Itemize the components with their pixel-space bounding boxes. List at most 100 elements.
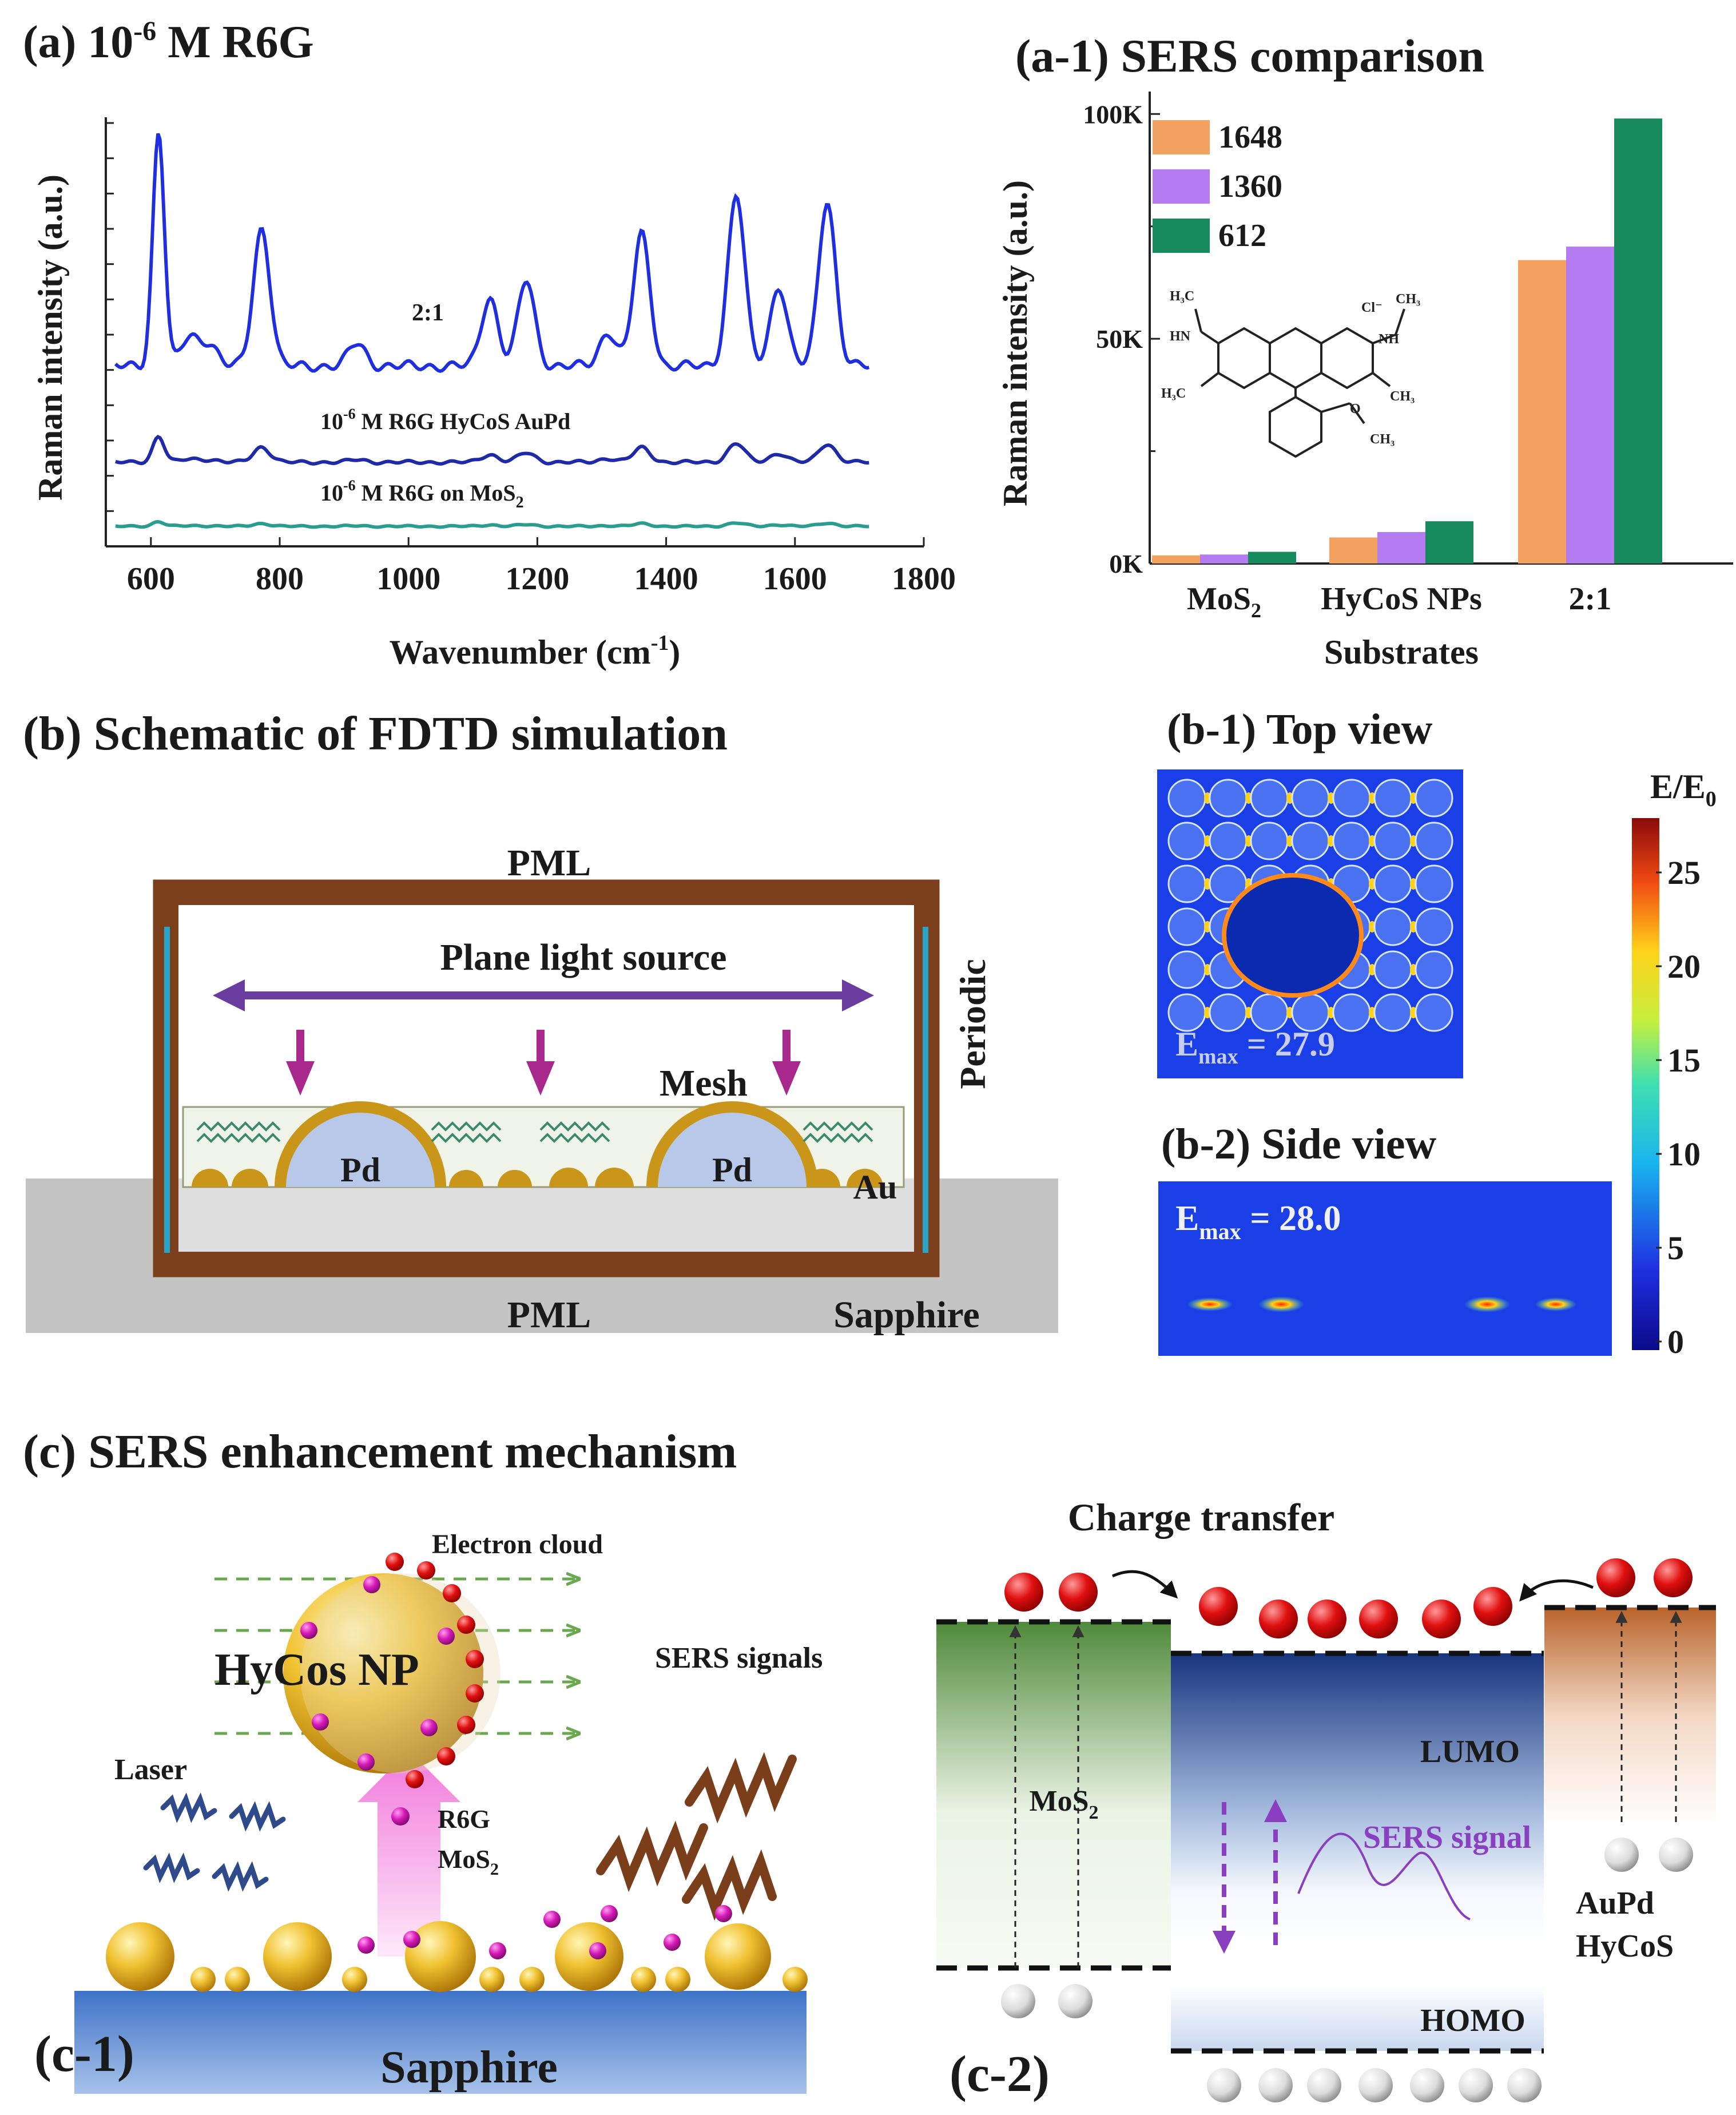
spectrum-label-21: 2:1 bbox=[412, 300, 444, 326]
r6g-legend-dot bbox=[391, 1807, 410, 1826]
spectra-lines bbox=[114, 133, 870, 529]
c2-electrons bbox=[1004, 1558, 1693, 1638]
nanoparticle-cell bbox=[1167, 950, 1206, 989]
panel-a: (a) 10-6 M R6G 600 800 1000 1200 1400 1600 180… bbox=[23, 16, 956, 671]
spectra-xlabel: Wavenumber (cm-1) bbox=[390, 631, 681, 671]
panel-c2: Charge transfer MoS2 LUMO bbox=[936, 1495, 1716, 2102]
cloud-electron bbox=[443, 1584, 461, 1602]
svg-text:Cl⁻: Cl⁻ bbox=[1361, 300, 1383, 315]
spectrum-21 bbox=[114, 133, 870, 373]
bar-ytick-label: 100K bbox=[1083, 100, 1143, 129]
hycos-nanoparticle-shell bbox=[300, 1573, 500, 1773]
bar-ytick-label: 50K bbox=[1096, 324, 1143, 354]
nanoparticle-cell bbox=[1250, 779, 1289, 818]
hole bbox=[1258, 2068, 1293, 2102]
lumo-label: LUMO bbox=[1420, 1734, 1520, 1769]
pd-label-right: Pd bbox=[712, 1151, 752, 1189]
colorbar-gradient bbox=[1632, 818, 1659, 1350]
hole bbox=[1207, 2068, 1241, 2102]
laser-waves bbox=[143, 1792, 286, 1892]
c1-r6g-molecules bbox=[357, 1905, 732, 1959]
spectra-xtick-label: 1600 bbox=[763, 561, 827, 597]
cloud-electron bbox=[417, 1561, 435, 1580]
colorbar-tick-label: 20 bbox=[1667, 948, 1701, 985]
r6g-dot bbox=[489, 1942, 506, 1959]
surface-r6g bbox=[420, 1719, 438, 1736]
cloud-electron bbox=[437, 1747, 455, 1765]
panel-c-title: (c) SERS enhancement mechanism bbox=[23, 1425, 737, 1478]
large-gold-particle bbox=[106, 1922, 174, 1991]
large-gold-particle bbox=[405, 1921, 476, 1992]
spectra-xtick-label: 1000 bbox=[376, 561, 440, 597]
side-view-hotspots bbox=[1187, 1296, 1576, 1312]
c2-mos2-label: MoS2 bbox=[1030, 1785, 1099, 1823]
colorbar-tick-label: 5 bbox=[1667, 1229, 1684, 1267]
c1-mos2-label: MoS2 bbox=[438, 1844, 499, 1879]
r6g-dot bbox=[664, 1934, 681, 1951]
raman-transition-arrows bbox=[1213, 1799, 1287, 1954]
bar-612-0 bbox=[1248, 551, 1296, 564]
sapphire-label: Sapphire bbox=[833, 1294, 980, 1336]
sers-signal-curve bbox=[1297, 1832, 1471, 1920]
bar-1360-0 bbox=[1200, 554, 1248, 564]
nanoparticle-cell bbox=[1373, 822, 1412, 860]
spectra-axes: 600 800 1000 1200 1400 1600 1800 bbox=[105, 117, 956, 597]
pml-top-label: PML bbox=[507, 842, 591, 884]
nanoparticle-cell bbox=[1415, 993, 1453, 1032]
electron bbox=[1473, 1587, 1512, 1626]
nanoparticle-cell bbox=[1291, 822, 1330, 860]
spectra-xtick-label: 1200 bbox=[505, 561, 569, 597]
legend-swatch-1648 bbox=[1153, 120, 1210, 154]
nanoparticle-cell bbox=[1415, 950, 1453, 989]
hole bbox=[1459, 2068, 1493, 2102]
spectrum-mos2 bbox=[115, 519, 869, 529]
large-gold-particle bbox=[555, 1922, 623, 1991]
legend-swatch-1360 bbox=[1153, 169, 1210, 204]
mos2-band-block bbox=[936, 1622, 1171, 1968]
hole bbox=[1001, 1984, 1035, 2018]
cloud-electron bbox=[466, 1650, 484, 1668]
cloud-electron bbox=[466, 1684, 484, 1703]
spectra-ylabel: Raman intensity (a.u.) bbox=[31, 174, 69, 501]
small-gold-particle bbox=[519, 1967, 545, 1992]
colorbar-ticks: 25 20 15 10 5 0 bbox=[1656, 854, 1701, 1360]
r6g-dot bbox=[589, 1942, 606, 1959]
electron bbox=[1308, 1600, 1346, 1638]
c1-panel-label: (c-1) bbox=[34, 2026, 134, 2082]
plane-light-source-label: Plane light source bbox=[440, 937, 726, 978]
colorbar-tick-label: 25 bbox=[1667, 854, 1701, 891]
svg-text:H₃C: H₃C bbox=[1170, 289, 1194, 304]
electron-cloud-dots bbox=[300, 1553, 484, 1788]
svg-text:CH₃: CH₃ bbox=[1396, 292, 1420, 307]
r6g-dot bbox=[403, 1931, 420, 1948]
c1-gold-particles bbox=[106, 1921, 808, 1992]
nanoparticle-cell bbox=[1373, 907, 1412, 946]
large-gold-particle bbox=[263, 1922, 332, 1991]
small-gold-particle bbox=[631, 1967, 656, 1992]
spectra-xtick-label: 600 bbox=[127, 561, 175, 597]
electron-cloud-label: Electron cloud bbox=[432, 1529, 603, 1560]
nanoparticle-cell bbox=[1373, 779, 1412, 818]
aupd-label: AuPd bbox=[1576, 1886, 1654, 1921]
sers-signal-label: SERS signal bbox=[1363, 1820, 1531, 1855]
spectrum-label-mos2: 10-6 M R6G on MoS2 bbox=[320, 477, 524, 511]
substrate-inside bbox=[178, 1178, 914, 1252]
enhancement-arrow bbox=[357, 1751, 460, 1957]
r6g-dot bbox=[601, 1905, 618, 1922]
cloud-electron bbox=[406, 1770, 424, 1788]
spectra-xtick-label: 1800 bbox=[892, 561, 956, 597]
r6g-molecule-structure bbox=[1194, 308, 1405, 458]
nanoparticle-cell bbox=[1209, 779, 1248, 818]
bar-legend: 1648 1360 612 bbox=[1153, 120, 1282, 253]
electron bbox=[1199, 1587, 1238, 1626]
electron bbox=[1059, 1573, 1098, 1612]
nanoparticle-cell bbox=[1373, 950, 1412, 989]
mesh-label: Mesh bbox=[660, 1062, 748, 1104]
bar-1648-0 bbox=[1152, 555, 1200, 564]
svg-text:O: O bbox=[1350, 402, 1361, 416]
top-view-emax: Emax = 27.9 bbox=[1175, 1025, 1335, 1069]
nanoparticle-cell bbox=[1373, 864, 1412, 903]
c2-panel-label: (c-2) bbox=[950, 2046, 1050, 2102]
side-view-title: (b-2) Side view bbox=[1161, 1120, 1436, 1168]
periodic-label: Periodic bbox=[952, 959, 993, 1089]
